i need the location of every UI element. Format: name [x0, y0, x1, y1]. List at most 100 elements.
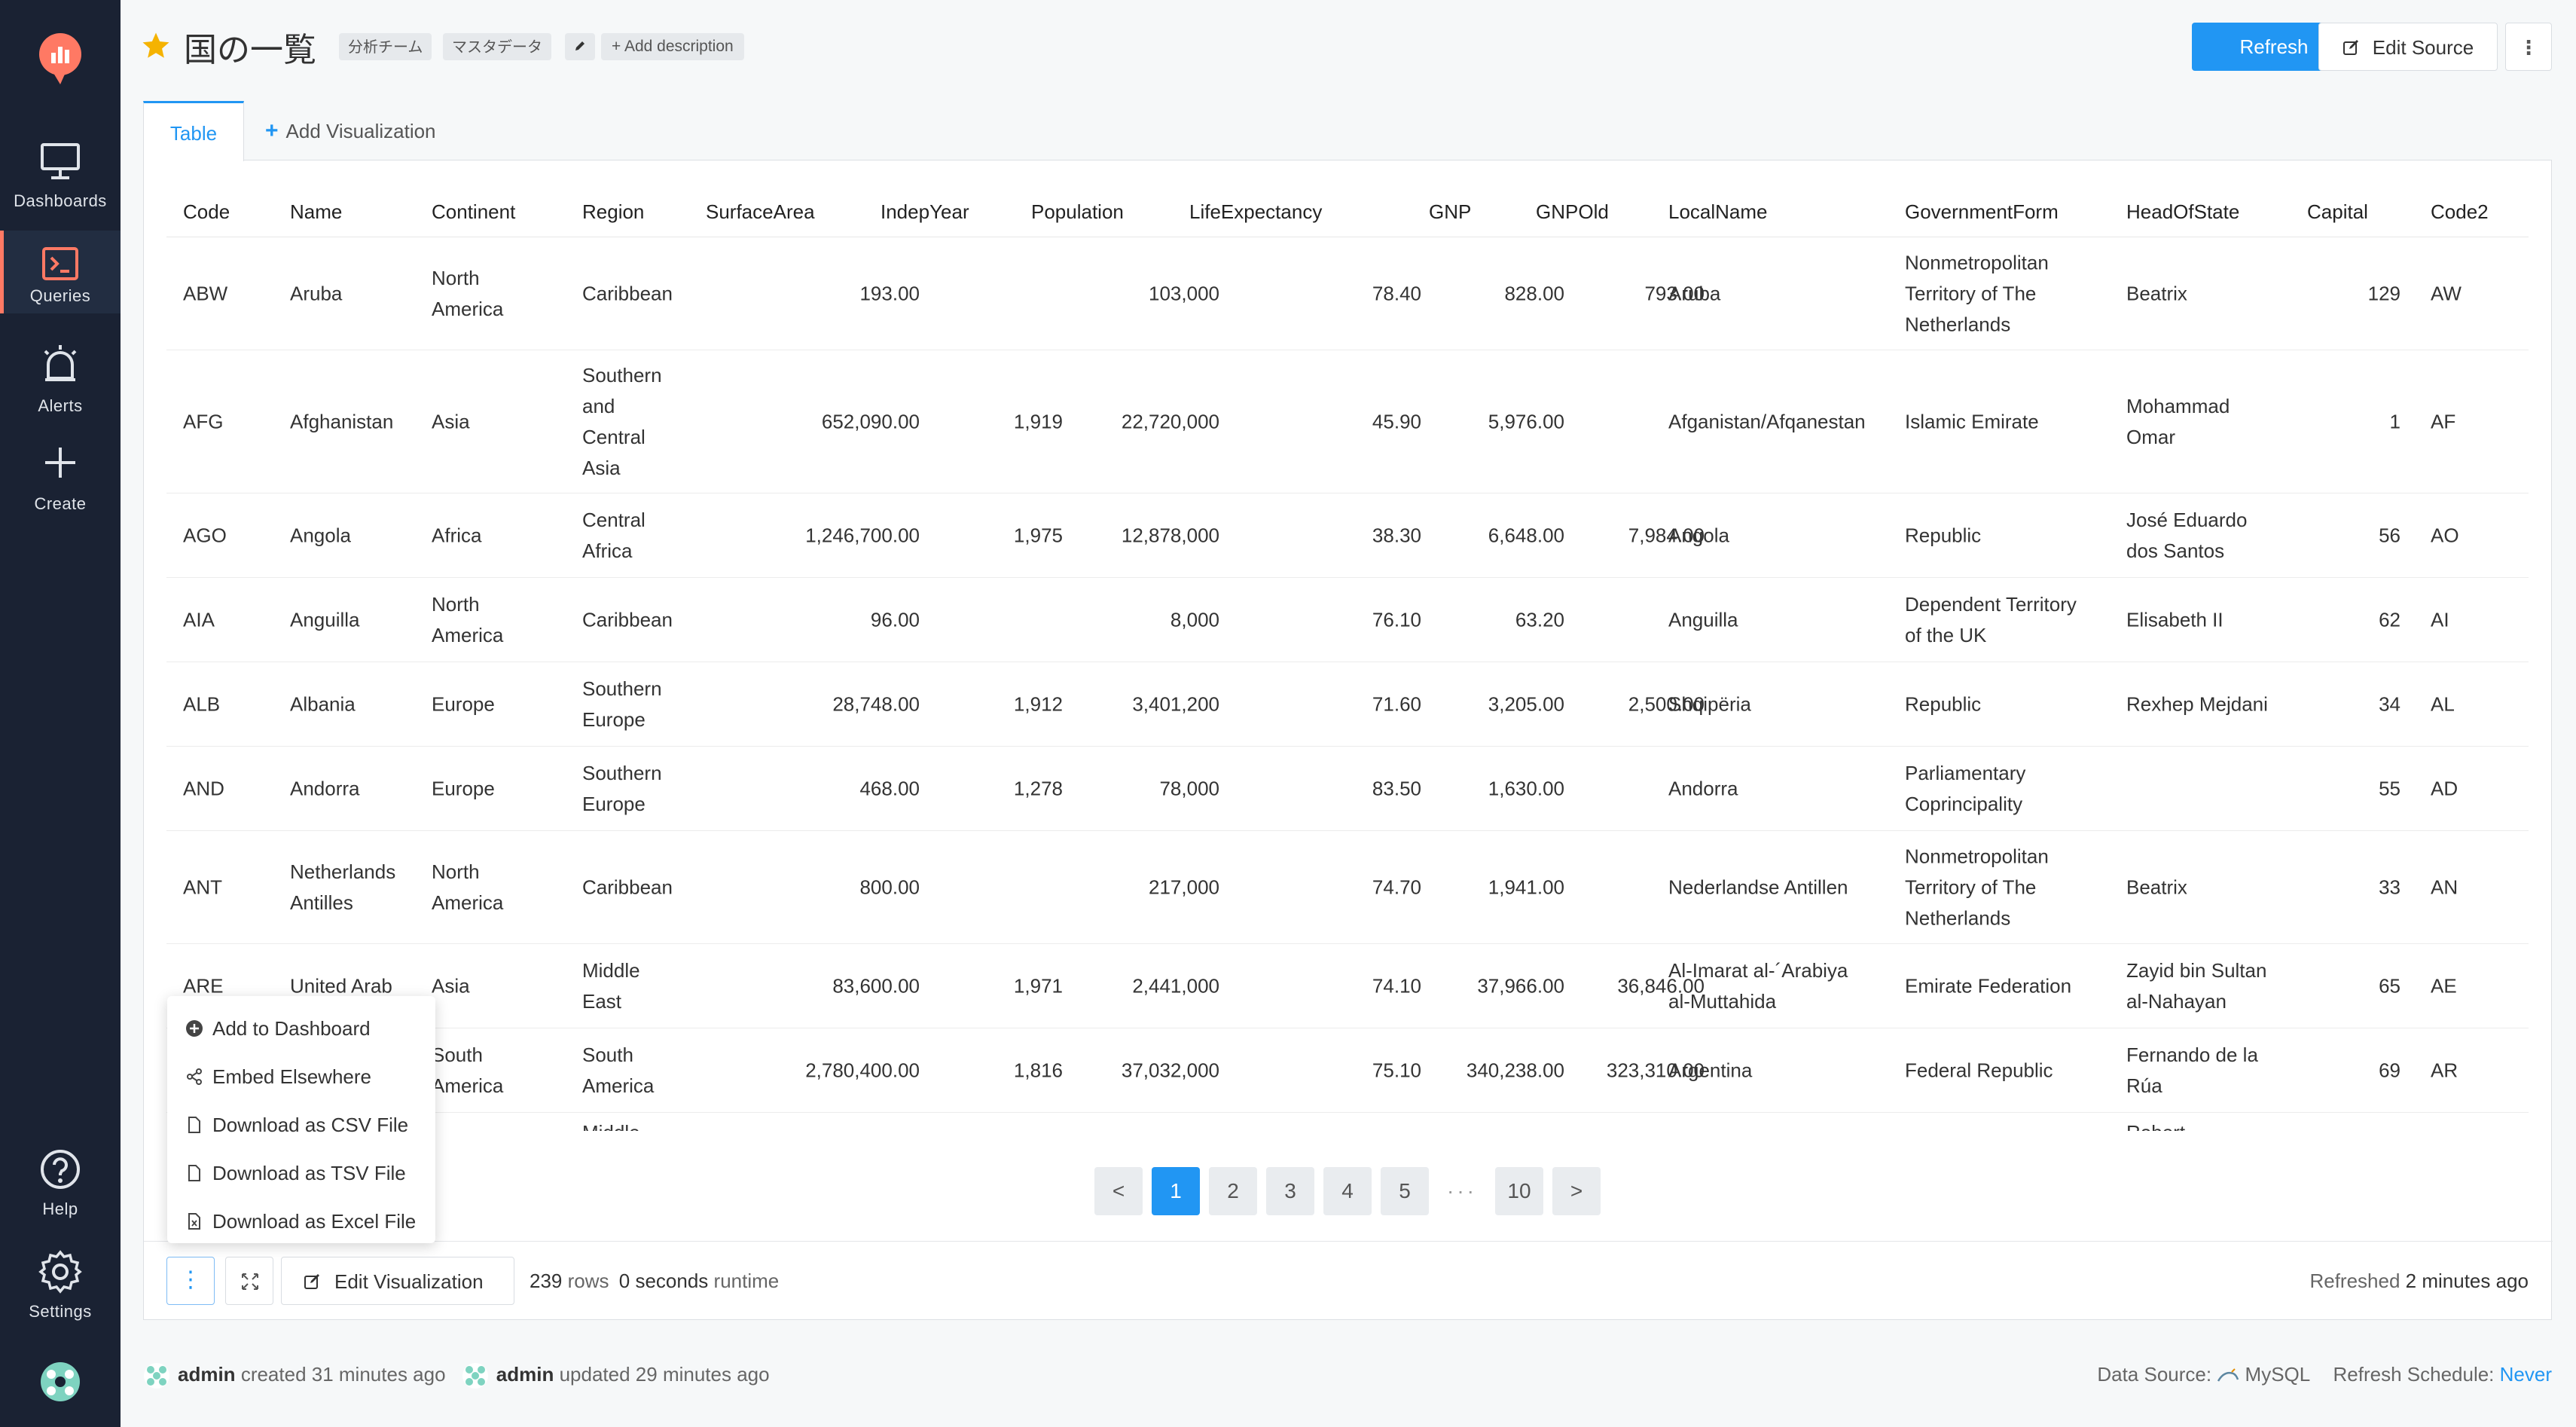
table-cell-life: 74.70: [1372, 875, 1421, 898]
add-description-button[interactable]: + Add description: [601, 33, 744, 60]
favorite-star-icon[interactable]: [140, 30, 172, 62]
table-row: AND Andorra Europe Southern Europe 468.00 1,2…: [166, 747, 2529, 831]
column-header-capital[interactable]: Capital: [2307, 200, 2368, 223]
tag-analysis-team[interactable]: 分析チーム: [339, 33, 432, 60]
table-cell-name: Anguilla: [290, 608, 360, 631]
table-cell-indep: 1,975: [1013, 524, 1063, 546]
table-cell-code: AFG: [183, 410, 224, 432]
menu-embed-elsewhere[interactable]: Embed Elsewhere: [185, 1058, 371, 1095]
table-cell-surface: 1,246,700.00: [805, 524, 920, 546]
column-header-surfacearea[interactable]: SurfaceArea: [706, 200, 815, 223]
plus-icon: +: [265, 118, 279, 143]
pagination-ellipsis[interactable]: ···: [1447, 1179, 1477, 1202]
table-row: ALB Albania Europe Southern Europe 28,748.00…: [166, 662, 2529, 747]
table-cell-pop: 37,032,000: [1121, 1059, 1219, 1081]
column-header-lifeexpectancy[interactable]: LifeExpectancy: [1189, 200, 1323, 223]
menu-item-label: Download as Excel File: [212, 1210, 417, 1233]
edit-tags-button[interactable]: [565, 33, 595, 60]
table-cell-region: Caribbean: [582, 608, 673, 631]
table-row: South America South America 2,780,400.00 1,…: [166, 1028, 2529, 1113]
tag-master-data[interactable]: マスタデータ: [443, 33, 551, 60]
table-cell-indep: 1,912: [1013, 692, 1063, 715]
table-cell-head: Mohammad Omar: [2126, 394, 2230, 448]
nav-settings[interactable]: Settings: [0, 1249, 121, 1347]
table-cell-gov: Islamic Emirate: [1905, 410, 2039, 432]
column-header-headofstate[interactable]: HeadOfState: [2126, 200, 2240, 223]
table-cell-code: ARE: [183, 974, 224, 997]
user-avatar-icon: [144, 1363, 169, 1389]
tab-add-visualization[interactable]: + Add Visualization: [265, 116, 436, 146]
nav-alerts-label: Alerts: [38, 396, 83, 415]
table-cell-indep: 1,919: [1013, 410, 1063, 432]
table-cell-gnp: 63.20: [1515, 608, 1564, 631]
menu-download-tsv[interactable]: Download as TSV File: [185, 1154, 406, 1192]
refresh-schedule-link[interactable]: Never: [2499, 1363, 2552, 1386]
table-cell-gov: Dependent Territory of the UK: [1905, 592, 2077, 646]
table-cell-pop: 3,401,200: [1132, 692, 1219, 715]
table-cell-local: Afganistan/Afqanestan: [1668, 410, 1866, 432]
table-cell-pop: 8,000: [1170, 608, 1219, 631]
visualization-card: Code Name Continent Region SurfaceArea IndepY…: [143, 160, 2553, 1321]
more-actions-button[interactable]: ⋮: [2505, 23, 2552, 71]
table-cell-code2: AR: [2431, 1059, 2458, 1081]
pagination-page-1[interactable]: 1: [1152, 1167, 1200, 1215]
nav-create[interactable]: Create: [0, 442, 121, 539]
column-header-population[interactable]: Population: [1031, 200, 1124, 223]
table-cell-local: Andorra: [1668, 777, 1738, 799]
pagination-page-5[interactable]: 5: [1381, 1167, 1429, 1215]
nav-help[interactable]: Help: [0, 1147, 121, 1245]
menu-download-csv[interactable]: Download as CSV File: [185, 1106, 408, 1144]
edit-source-button[interactable]: Edit Source: [2318, 23, 2498, 71]
table-cell-code: ABW: [183, 282, 228, 304]
pagination-next[interactable]: >: [1552, 1167, 1601, 1215]
table-cell-code: AIA: [183, 608, 215, 631]
nav-settings-label: Settings: [29, 1302, 92, 1321]
user-avatar-icon[interactable]: [39, 1361, 81, 1403]
expand-button[interactable]: [225, 1257, 273, 1305]
table-cell-capital: 62: [2379, 608, 2401, 631]
nav-queries[interactable]: Queries: [0, 231, 121, 313]
pagination-page-3[interactable]: 3: [1266, 1167, 1314, 1215]
tab-table[interactable]: Table: [143, 101, 244, 161]
table-cell-surface: 468.00: [859, 777, 920, 799]
table-cell-life: 75.10: [1372, 1059, 1421, 1081]
menu-item-label: Download as CSV File: [212, 1114, 409, 1136]
menu-add-to-dashboard[interactable]: Add to Dashboard: [185, 1010, 371, 1047]
column-header-code2[interactable]: Code2: [2431, 200, 2489, 223]
column-header-continent[interactable]: Continent: [432, 200, 516, 223]
visualization-menu-button[interactable]: ⋮: [166, 1257, 215, 1305]
table-cell-continent: North America: [432, 266, 504, 320]
column-header-localname[interactable]: LocalName: [1668, 200, 1768, 223]
pagination-page-10[interactable]: 10: [1495, 1167, 1543, 1215]
nav-alerts[interactable]: Alerts: [0, 344, 121, 442]
column-header-code[interactable]: Code: [183, 200, 230, 223]
nav-help-label: Help: [42, 1199, 78, 1218]
table-cell-continent: Europe: [432, 777, 495, 799]
pagination-prev[interactable]: <: [1094, 1167, 1143, 1215]
redash-logo-icon[interactable]: [36, 30, 84, 90]
table-cell-continent: Europe: [432, 692, 495, 715]
edit-visualization-button[interactable]: Edit Visualization: [281, 1257, 514, 1305]
column-header-indepyear[interactable]: IndepYear: [881, 200, 969, 223]
table-cell-name: Netherlands Antilles: [290, 860, 396, 914]
nav-dashboards[interactable]: Dashboards: [0, 139, 121, 237]
table-cell-pop: 78,000: [1159, 777, 1219, 799]
table-cell-life: 78.40: [1372, 282, 1421, 304]
pagination-page-2[interactable]: 2: [1209, 1167, 1257, 1215]
menu-download-excel[interactable]: Download as Excel File: [185, 1202, 416, 1240]
pagination-page-4[interactable]: 4: [1323, 1167, 1372, 1215]
table-cell-region: Central Africa: [582, 508, 646, 562]
column-header-region[interactable]: Region: [582, 200, 645, 223]
table-cell-life: 74.10: [1372, 974, 1421, 997]
gear-icon: [38, 1250, 82, 1294]
table-cell-gnpold: 2,500.00: [1628, 692, 1705, 715]
page-title: 国の一覧: [184, 31, 316, 69]
table-cell-name: Afghanistan: [290, 410, 394, 432]
column-header-gnpold[interactable]: GNPOld: [1536, 200, 1609, 223]
column-header-name[interactable]: Name: [290, 200, 343, 223]
runtime-value: 0 seconds: [618, 1270, 709, 1292]
column-header-gnp[interactable]: GNP: [1429, 200, 1472, 223]
visualization-footer: ⋮ Edit Visualization 239 rows 0 seconds …: [144, 1241, 2553, 1321]
column-header-governmentform[interactable]: GovernmentForm: [1905, 200, 2059, 223]
table-cell-name: Andorra: [290, 777, 360, 799]
